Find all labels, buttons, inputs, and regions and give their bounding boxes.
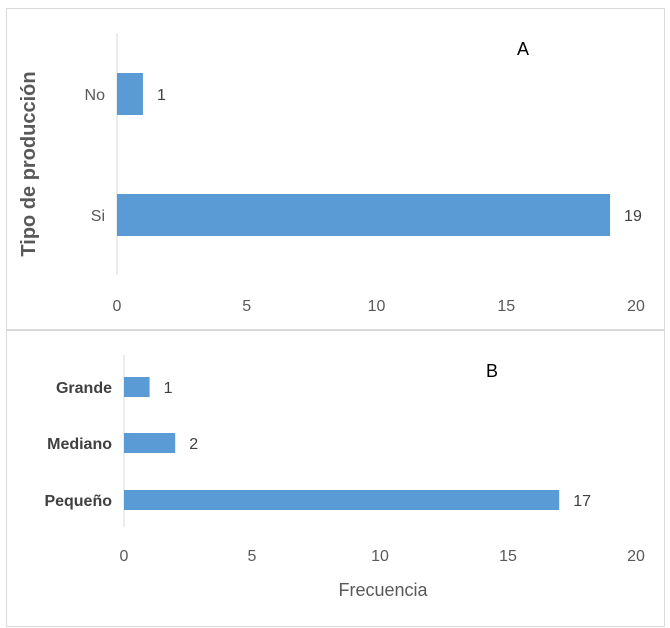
data-label-no: 1 [157, 87, 166, 104]
chart-panel-b: B Frecuencia Grande 1 Mediano 2 Pequeño 17 0 5… [6, 330, 665, 627]
panel-label-b: B [486, 361, 498, 381]
x-tick-label: 5 [248, 548, 257, 565]
category-label-grande: Grande [56, 380, 112, 397]
bar-grande [124, 377, 150, 397]
category-label-si: Si [91, 208, 105, 225]
x-ticks-group-b: 0 5 10 15 20 [120, 548, 645, 565]
chart-panel-a: A Tipo de producción No 1 Si 19 0 5 10 15 20 [6, 8, 665, 330]
bar-no [117, 73, 143, 115]
x-tick-label: 10 [368, 298, 386, 315]
x-axis-title-b: Frecuencia [338, 580, 428, 600]
bar-pequeño [124, 490, 560, 510]
category-label-pequeño: Pequeño [44, 493, 112, 510]
category-label-no: No [85, 87, 106, 104]
x-tick-label: 15 [497, 298, 515, 315]
chart-b-svg: B Frecuencia Grande 1 Mediano 2 Pequeño 17 0 5… [44, 355, 645, 600]
category-label-mediano: Mediano [47, 436, 112, 453]
bars-group-b: Grande 1 Mediano 2 Pequeño 17 [44, 377, 591, 510]
x-tick-label: 10 [371, 548, 389, 565]
y-axis-title-a: Tipo de producción [18, 71, 40, 256]
chart-a-svg: A Tipo de producción No 1 Si 19 0 5 10 15 20 [18, 33, 645, 315]
data-label-mediano: 2 [189, 436, 198, 453]
data-label-si: 19 [624, 208, 642, 225]
x-tick-label: 5 [242, 298, 251, 315]
data-label-pequeño: 17 [573, 493, 591, 510]
x-tick-label: 15 [499, 548, 517, 565]
bars-group-a: No 1 Si 19 [85, 73, 642, 236]
x-tick-label: 0 [113, 298, 122, 315]
data-label-grande: 1 [164, 380, 173, 397]
bar-si [117, 194, 611, 236]
x-tick-label: 20 [627, 548, 645, 565]
x-ticks-group-a: 0 5 10 15 20 [113, 298, 645, 315]
x-tick-label: 0 [120, 548, 129, 565]
x-tick-label: 20 [627, 298, 645, 315]
panel-label-a: A [517, 39, 529, 59]
bar-mediano [124, 433, 176, 453]
